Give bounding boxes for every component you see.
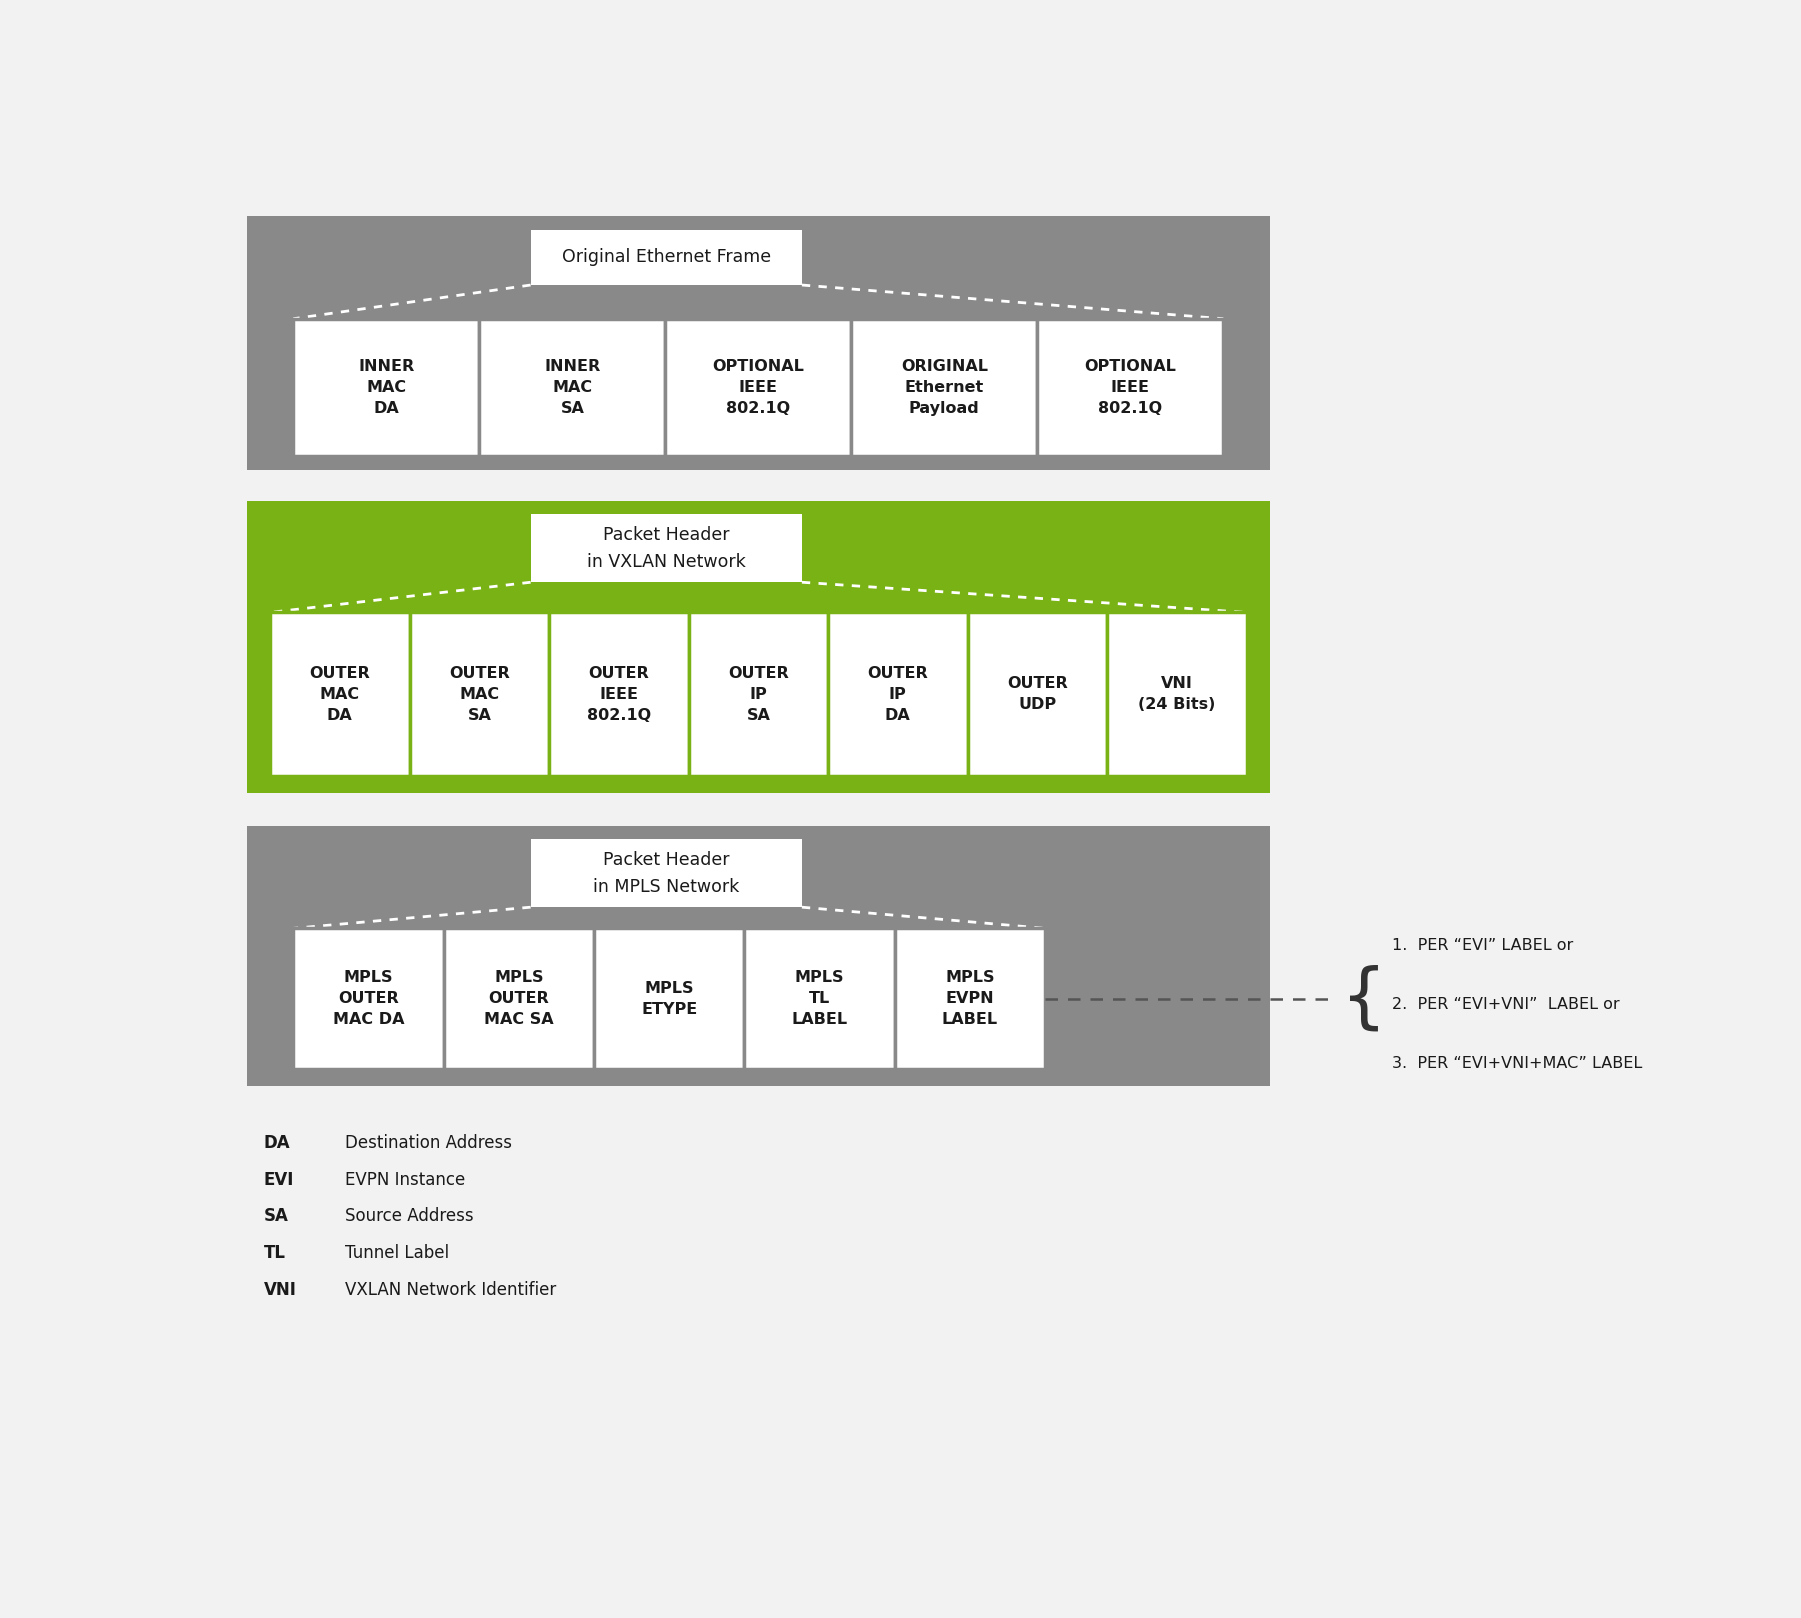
Bar (479, 319, 665, 456)
Bar (247, 500, 1270, 793)
Text: TL: TL (265, 1244, 286, 1262)
Text: OUTER
IEEE
802.1Q: OUTER IEEE 802.1Q (587, 667, 650, 723)
Bar (594, 929, 744, 1069)
Bar (744, 929, 895, 1069)
Text: Packet Header
in MPLS Network: Packet Header in MPLS Network (593, 851, 740, 895)
Text: MPLS
ETYPE: MPLS ETYPE (641, 981, 697, 1016)
Bar (531, 230, 801, 285)
Text: OPTIONAL
IEEE
802.1Q: OPTIONAL IEEE 802.1Q (713, 359, 805, 416)
Bar (688, 613, 828, 777)
Bar (828, 613, 967, 777)
Bar (247, 215, 1270, 469)
Text: EVPN Instance: EVPN Instance (346, 1170, 465, 1189)
Text: DA: DA (265, 1134, 290, 1152)
Text: INNER
MAC
DA: INNER MAC DA (358, 359, 414, 416)
Text: 1.  PER “EVI” LABEL or: 1. PER “EVI” LABEL or (1392, 938, 1572, 953)
Bar (665, 319, 852, 456)
Text: EVI: EVI (265, 1170, 294, 1189)
Text: Packet Header
in VXLAN Network: Packet Header in VXLAN Network (587, 526, 746, 571)
Text: VXLAN Network Identifier: VXLAN Network Identifier (346, 1281, 557, 1299)
Bar (549, 613, 688, 777)
Bar (443, 929, 594, 1069)
Bar (531, 515, 801, 582)
Text: {: { (1342, 964, 1387, 1034)
Text: Source Address: Source Address (346, 1207, 474, 1225)
Text: VNI: VNI (265, 1281, 297, 1299)
Text: OUTER
MAC
DA: OUTER MAC DA (310, 667, 371, 723)
Bar (1037, 319, 1223, 456)
Bar (1108, 613, 1246, 777)
Text: 3.  PER “EVI+VNI+MAC” LABEL: 3. PER “EVI+VNI+MAC” LABEL (1392, 1055, 1643, 1071)
Bar (409, 613, 549, 777)
Bar (247, 825, 1270, 1086)
Text: 2.  PER “EVI+VNI”  LABEL or: 2. PER “EVI+VNI” LABEL or (1392, 997, 1619, 1011)
Text: OUTER
IP
SA: OUTER IP SA (728, 667, 789, 723)
Text: INNER
MAC
SA: INNER MAC SA (544, 359, 600, 416)
Bar (294, 929, 443, 1069)
Bar (895, 929, 1045, 1069)
Text: OPTIONAL
IEEE
802.1Q: OPTIONAL IEEE 802.1Q (1084, 359, 1176, 416)
Text: MPLS
OUTER
MAC SA: MPLS OUTER MAC SA (484, 971, 553, 1027)
Text: SA: SA (265, 1207, 288, 1225)
Text: Original Ethernet Frame: Original Ethernet Frame (562, 248, 771, 267)
Text: VNI
(24 Bits): VNI (24 Bits) (1138, 676, 1216, 712)
Bar (270, 613, 409, 777)
Bar (294, 319, 479, 456)
Text: ORIGINAL
Ethernet
Payload: ORIGINAL Ethernet Payload (900, 359, 987, 416)
Text: OUTER
UDP: OUTER UDP (1007, 676, 1068, 712)
Text: MPLS
TL
LABEL: MPLS TL LABEL (791, 971, 848, 1027)
Text: Tunnel Label: Tunnel Label (346, 1244, 450, 1262)
Text: Destination Address: Destination Address (346, 1134, 511, 1152)
Text: OUTER
MAC
SA: OUTER MAC SA (448, 667, 510, 723)
Bar (531, 840, 801, 908)
Bar (852, 319, 1037, 456)
Text: MPLS
OUTER
MAC DA: MPLS OUTER MAC DA (333, 971, 403, 1027)
Bar (967, 613, 1108, 777)
Text: MPLS
EVPN
LABEL: MPLS EVPN LABEL (942, 971, 998, 1027)
Text: OUTER
IP
DA: OUTER IP DA (868, 667, 928, 723)
